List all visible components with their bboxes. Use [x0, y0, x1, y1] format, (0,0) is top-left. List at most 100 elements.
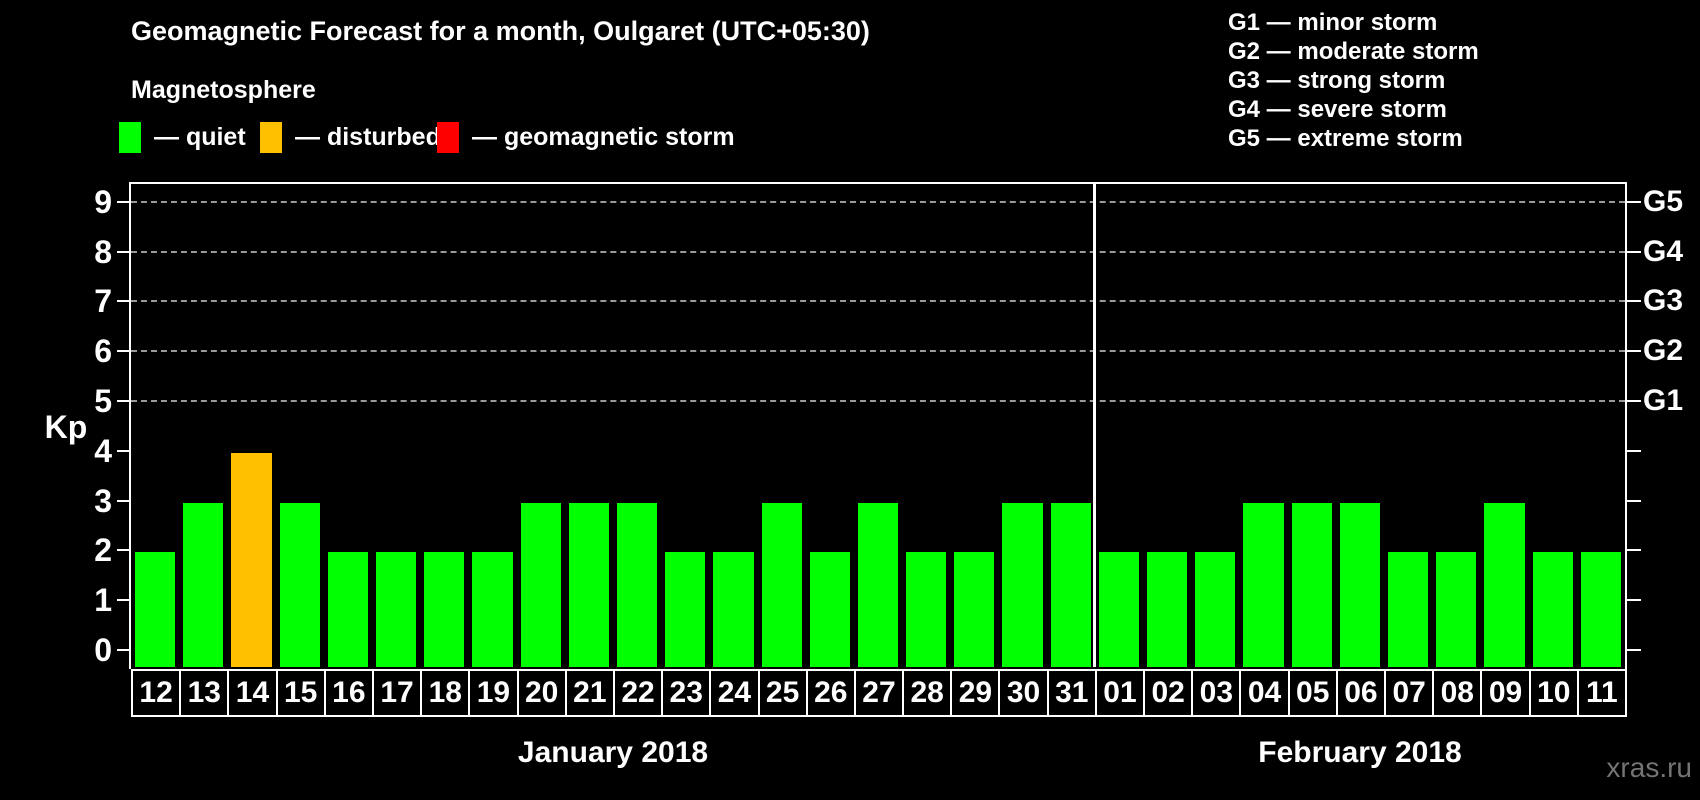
right-tick-kp-6: [1627, 350, 1641, 353]
storm-scale-line-g4: G4 — severe storm: [1228, 96, 1447, 123]
day-label-01: 01: [1094, 669, 1146, 717]
kp-bar-day-07: [1388, 552, 1429, 667]
day-label-27: 27: [853, 669, 905, 717]
disturbed-color-swatch: [260, 121, 282, 153]
legend-label-storm: — geomagnetic storm: [472, 122, 735, 151]
left-tick-kp-3: [117, 499, 131, 502]
day-label-25: 25: [757, 669, 808, 717]
kp-bar-day-10: [1532, 552, 1573, 667]
kp-bar-day-16: [327, 552, 368, 667]
day-label-26: 26: [805, 669, 856, 717]
gridline-kp-5: [131, 400, 1625, 402]
kp-bar-day-03: [1195, 552, 1236, 667]
storm-scale-line-g5: G5 — extreme storm: [1228, 125, 1463, 152]
y-tick-label-7: 7: [94, 283, 112, 320]
day-label-04: 04: [1239, 669, 1290, 717]
right-tick-kp-8: [1627, 250, 1641, 253]
day-label-05: 05: [1287, 669, 1338, 717]
kp-bar-day-15: [279, 502, 320, 667]
kp-bar-day-23: [665, 552, 706, 667]
day-label-17: 17: [371, 669, 423, 717]
day-label-28: 28: [902, 669, 953, 717]
right-axis-label-g3: G3: [1643, 284, 1684, 318]
left-tick-kp-7: [117, 300, 131, 303]
kp-bar-day-08: [1436, 552, 1477, 667]
day-label-20: 20: [516, 669, 567, 717]
storm-scale-line-g2: G2 — moderate storm: [1228, 38, 1479, 65]
kp-bar-day-28: [906, 552, 947, 667]
day-label-06: 06: [1335, 669, 1387, 717]
storm-scale-line-g1: G1 — minor storm: [1228, 9, 1438, 36]
y-axis-label-kp: Kp: [44, 409, 88, 445]
y-tick-label-8: 8: [94, 233, 112, 270]
day-label-11: 11: [1576, 669, 1627, 717]
day-label-23: 23: [661, 669, 712, 717]
day-label-19: 19: [468, 669, 519, 717]
y-tick-label-0: 0: [94, 632, 112, 668]
legend-item-quiet: — quiet: [119, 121, 246, 153]
kp-bar-day-11: [1580, 552, 1621, 667]
day-label-31: 31: [1046, 669, 1097, 717]
plot-border-left: [129, 182, 131, 669]
y-tick-label-3: 3: [94, 482, 112, 519]
plot-area: [129, 182, 1627, 669]
kp-bar-day-31: [1050, 502, 1091, 667]
legend-label-disturbed: — disturbed: [295, 122, 441, 151]
gridline-kp-7: [131, 300, 1625, 303]
month-label-january: January 2018: [517, 736, 709, 769]
plot-border-top: [129, 182, 1627, 184]
left-tick-kp-8: [117, 250, 131, 253]
right-axis-label-g2: G2: [1643, 334, 1684, 368]
day-label-15: 15: [275, 669, 326, 717]
storm-scale-legend: G1 — minor storm G2 — moderate storm G3 …: [1228, 8, 1479, 153]
kp-bar-day-14: [231, 452, 272, 667]
storm-scale-line-g3: G3 — strong storm: [1228, 67, 1446, 94]
y-tick-label-9: 9: [94, 183, 112, 220]
right-tick-kp-0: [1627, 649, 1641, 651]
left-tick-kp-1: [117, 599, 131, 602]
y-tick-label-2: 2: [94, 532, 112, 569]
chart-title: Geomagnetic Forecast for a month, Oulgar…: [131, 16, 870, 46]
left-tick-kp-0: [117, 649, 131, 651]
gridline-kp-6: [131, 350, 1625, 353]
y-tick-label-6: 6: [94, 333, 112, 370]
legend-item-storm: — geomagnetic storm: [437, 121, 735, 153]
right-tick-kp-9: [1627, 200, 1641, 203]
right-tick-kp-4: [1627, 449, 1641, 452]
y-tick-label-4: 4: [94, 432, 112, 469]
right-tick-kp-2: [1627, 549, 1641, 552]
kp-bar-day-29: [954, 552, 995, 667]
storm-color-swatch: [437, 121, 459, 153]
day-label-30: 30: [998, 669, 1049, 717]
day-label-24: 24: [709, 669, 760, 717]
kp-bar-day-24: [713, 552, 754, 667]
kp-bar-day-17: [375, 552, 417, 667]
quiet-color-swatch: [119, 121, 141, 153]
day-label-29: 29: [950, 669, 1001, 717]
kp-bar-day-21: [568, 502, 609, 667]
day-label-02: 02: [1143, 669, 1194, 717]
kp-bar-day-05: [1291, 502, 1332, 667]
left-tick-kp-5: [117, 400, 131, 402]
right-tick-kp-5: [1627, 400, 1641, 402]
day-label-07: 07: [1384, 669, 1435, 717]
month-label-february: February 2018: [1258, 736, 1462, 769]
day-label-14: 14: [227, 669, 278, 717]
kp-bar-day-26: [809, 552, 850, 667]
watermark: xras.ru: [1606, 752, 1692, 783]
right-axis-label-g5: G5: [1643, 184, 1684, 218]
kp-bar-day-20: [520, 502, 561, 667]
left-tick-kp-9: [117, 200, 131, 203]
kp-bar-day-04: [1243, 502, 1284, 667]
day-label-22: 22: [612, 669, 664, 717]
left-tick-kp-6: [117, 350, 131, 353]
right-axis-label-g4: G4: [1643, 234, 1684, 268]
kp-bar-day-06: [1339, 502, 1381, 667]
day-label-08: 08: [1432, 669, 1483, 717]
kp-bar-day-30: [1002, 502, 1043, 667]
kp-bar-day-25: [761, 502, 802, 667]
day-label-13: 13: [179, 669, 230, 717]
kp-bar-day-27: [857, 502, 899, 667]
day-label-21: 21: [564, 669, 615, 717]
month-separator-line: [1093, 184, 1097, 667]
